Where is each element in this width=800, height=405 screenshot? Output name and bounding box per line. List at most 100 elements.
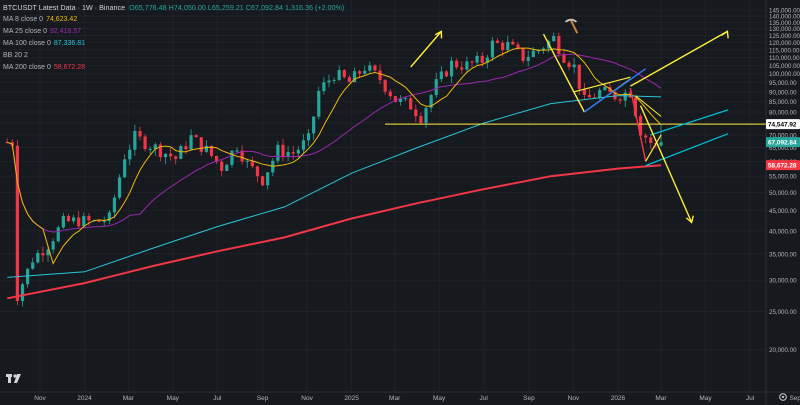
wedge-left-line [542,33,585,113]
candle-body [531,50,535,57]
candle-body [184,146,188,150]
candle-body [644,135,648,138]
candle-body [245,160,249,162]
candle-body [36,253,40,263]
candle-body [480,55,484,63]
candle-body [572,64,576,68]
symbol-title[interactable]: BTCUSDT Latest Data · 1W · Binance [3,3,126,12]
price-tick-label: 20,000.00 [769,347,797,354]
ma25-line [7,53,662,233]
indicator-value: 87,336.81 [53,40,86,47]
indicator-row[interactable]: BB 20 2 [3,50,344,62]
price-tick-label: 90,000.00 [769,89,797,96]
price-tick-label: 125,000.00 [769,33,800,40]
candle-body [506,41,510,50]
candle-body [87,215,91,221]
time-tick-label: Mar [123,395,135,402]
channel-upper-line [650,109,729,136]
candle-body [628,92,632,98]
time-tick-label: Sep [257,395,269,402]
candle-body [582,88,586,95]
candle-body [511,41,515,45]
candle-body [153,144,157,149]
candle-body [204,145,208,152]
channel-lower-line [645,133,729,167]
bounce-line [645,134,662,162]
candle-body [567,62,571,68]
candle-body [260,176,265,186]
price-marker [766,137,800,148]
ohlc-values: O65,776.48 H74,050.00 L65,259.21 C67,092… [129,3,345,12]
arrow-head [434,30,443,39]
arrow-head [685,215,694,224]
candle-body [296,149,300,154]
price-tick-label: 40,000.00 [769,228,797,235]
candle-body [255,166,260,177]
ma100-line [7,95,662,278]
indicator-value: 74,623.42 [46,16,78,23]
price-tick-label: 105,000.00 [769,63,800,70]
price-tick-label: 50,000.00 [769,190,797,197]
candle-body [424,107,428,123]
price-tick-label: 130,000.00 [769,26,800,33]
candle-body [317,91,321,117]
candle-body [301,140,306,150]
up-arrow-2025 [410,30,442,68]
price-tick-label: 145,000.00 [769,8,800,15]
candle-body [352,71,357,83]
candle-body [455,60,459,68]
candle-body [209,145,214,156]
settings-gear-icon[interactable] [778,392,788,402]
candle-body [240,150,244,162]
candle-body [429,95,433,108]
candle-body [266,172,270,186]
candle-body [501,42,505,50]
candle-body [220,161,224,171]
candle-body [25,268,30,285]
candle-body [51,241,55,250]
candle-body [449,60,454,77]
blue-trend-line [583,68,647,113]
candle-body [117,177,122,198]
time-tick-label: May [699,395,712,402]
indicator-row[interactable]: MA 25 close 0 92,418.57 [3,26,344,38]
candle-body [598,90,602,98]
candle-body [495,40,500,43]
chart-legend: BTCUSDT Latest Data · 1W · Binance O65,7… [3,2,344,74]
candle-body [490,40,495,58]
candle-body [77,217,81,227]
candle-body [41,253,45,256]
candle-body [163,153,168,158]
price-axis [766,0,800,405]
price-tick-label: 85,000.00 [769,99,797,106]
candle-body [403,98,408,100]
candle-body [485,57,489,63]
candle-body [194,135,198,138]
indicator-row[interactable]: MA 100 close 0 87,336.81 [3,38,344,50]
candle-body [521,48,525,61]
symbol-header[interactable]: BTCUSDT Latest Data · 1W · Binance O65,7… [3,2,344,14]
candle-body [562,54,566,63]
candle-body [332,79,336,81]
indicator-label: BB 20 2 [3,52,28,59]
candle-body [133,131,137,150]
time-tick-label: Nov [301,395,313,402]
price-tick-label: 70,000.00 [769,132,797,139]
candle-body [148,148,152,150]
candle-body [577,64,581,89]
indicator-row[interactable]: MA 8 close 0 74,623.42 [3,14,344,26]
candle-body [541,48,546,51]
tradingview-logo-icon[interactable] [6,372,22,384]
candle-body [102,221,106,223]
candle-body [61,215,65,228]
indicator-row[interactable]: MA 200 close 0 58,672.28 [3,62,344,74]
pickaxe-icon [564,18,579,34]
candle-body [107,212,111,222]
price-tick-label: 140,000.00 [769,14,800,21]
candle-body [659,142,663,146]
price-tick-label: 120,000.00 [769,40,800,47]
candle-body [337,70,341,80]
candle-body [20,284,25,302]
candle-body [419,116,423,123]
